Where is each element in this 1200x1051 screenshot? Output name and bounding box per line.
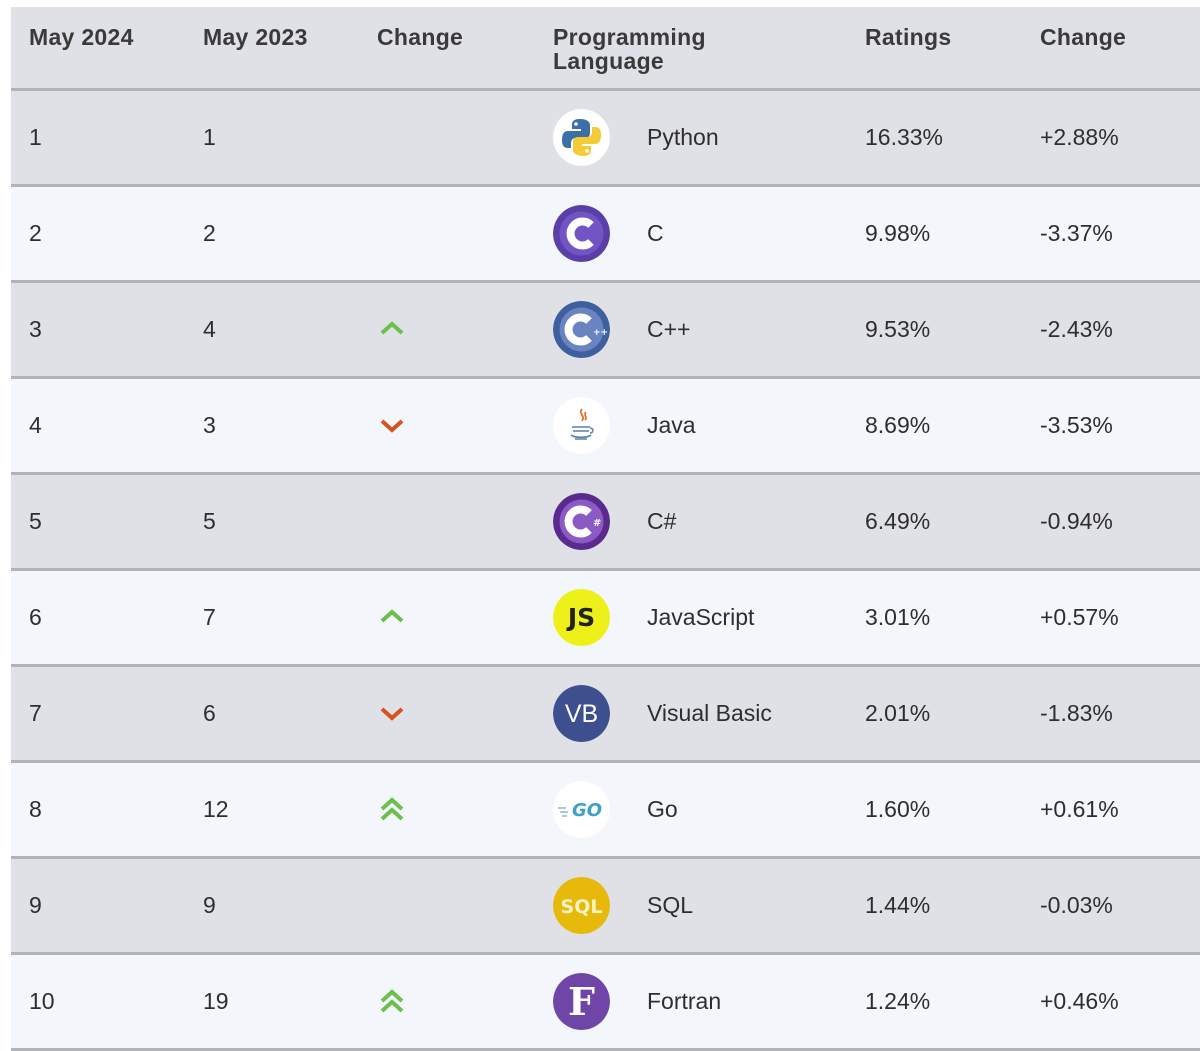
rank-may-2024: 10 — [29, 988, 55, 1014]
rating-change-value: +0.46% — [1040, 988, 1119, 1014]
rating-value: 16.33% — [865, 124, 944, 150]
fortran-logo-icon: F — [553, 973, 610, 1030]
rank-may-2023: 2 — [203, 220, 216, 246]
table-row[interactable]: 3 4 ++ C++ 9.53% -2.43% — [11, 283, 1200, 379]
rank-may-2024: 6 — [29, 604, 42, 630]
rating-value: 1.60% — [865, 796, 931, 822]
rank-down-icon — [380, 707, 404, 721]
java-logo-icon — [553, 397, 610, 454]
sql-logo-icon: SQL — [553, 877, 610, 934]
header-change[interactable]: Change — [377, 24, 464, 50]
header-ratings-change[interactable]: Change — [1040, 24, 1127, 50]
rank-may-2023: 19 — [203, 988, 229, 1014]
rating-value: 9.98% — [865, 220, 931, 246]
rank-may-2024: 3 — [29, 316, 42, 342]
header-language-line1: Programming — [553, 24, 706, 50]
rating-change-value: -2.43% — [1040, 316, 1113, 342]
language-name[interactable]: C# — [647, 508, 677, 534]
language-name[interactable]: Java — [647, 412, 696, 438]
visual-basic-logo-icon: VB — [553, 685, 610, 742]
table-row[interactable]: 1 1 Python 16.33% +2.88% — [11, 91, 1200, 187]
rank-may-2024: 8 — [29, 796, 42, 822]
vb-logo-text: VB — [565, 700, 598, 728]
rank-down-icon — [380, 419, 404, 433]
tiobe-ranking-table: May 2024 May 2023 Change Programming Lan… — [11, 7, 1200, 1051]
rank-may-2023: 9 — [203, 892, 216, 918]
rating-value: 2.01% — [865, 700, 931, 726]
rank-may-2023: 1 — [203, 124, 216, 150]
rank-may-2024: 7 — [29, 700, 42, 726]
rating-change-value: +0.57% — [1040, 604, 1119, 630]
header-may-2024[interactable]: May 2024 — [29, 24, 134, 50]
rank-may-2024: 2 — [29, 220, 42, 246]
table-row[interactable]: 4 3 Java 8.69% -3.53% — [11, 379, 1200, 475]
rating-change-value: +2.88% — [1040, 124, 1119, 150]
table-row[interactable]: 6 7 JS JavaScript 3.01% +0.57% — [11, 571, 1200, 667]
language-name[interactable]: Go — [647, 796, 678, 822]
rating-change-value: -3.37% — [1040, 220, 1113, 246]
header-may-2023[interactable]: May 2023 — [203, 24, 308, 50]
cpp-logo-icon: ++ — [553, 301, 610, 358]
language-name[interactable]: Visual Basic — [647, 700, 772, 726]
language-name[interactable]: Python — [647, 124, 719, 150]
go-logo-icon: GO — [553, 781, 610, 838]
rank-may-2024: 1 — [29, 124, 42, 150]
svg-text:#: # — [593, 518, 601, 529]
language-name[interactable]: Fortran — [647, 988, 722, 1014]
header-language-line2: Language — [553, 48, 665, 74]
rating-value: 1.24% — [865, 988, 931, 1014]
language-name[interactable]: SQL — [647, 892, 694, 918]
rank-up-icon — [380, 609, 404, 623]
rating-change-value: -0.94% — [1040, 508, 1113, 534]
table-row[interactable]: 7 6 VB Visual Basic 2.01% -1.83% — [11, 667, 1200, 763]
language-name[interactable]: JavaScript — [647, 604, 755, 630]
rating-value: 6.49% — [865, 508, 931, 534]
table-header: May 2024 May 2023 Change Programming Lan… — [11, 7, 1200, 91]
rating-value: 3.01% — [865, 604, 931, 630]
rank-up-icon — [380, 321, 404, 335]
rank-may-2024: 4 — [29, 412, 42, 438]
rating-change-value: -3.53% — [1040, 412, 1113, 438]
header-programming-language[interactable]: Programming Language — [553, 25, 706, 73]
rating-change-value: +0.61% — [1040, 796, 1119, 822]
language-name[interactable]: C++ — [647, 316, 691, 342]
svg-text:++: ++ — [593, 328, 608, 338]
table-body: 1 1 Python 16.33% +2.88% 2 2 C 9.98% -3.37% 3 4 ++ C+… — [11, 91, 1200, 1051]
c-logo-icon — [553, 205, 610, 262]
table-row[interactable]: 2 2 C 9.98% -3.37% — [11, 187, 1200, 283]
table-row[interactable]: 8 12 GO Go 1.60% +0.61% — [11, 763, 1200, 859]
sql-logo-text: SQL — [561, 896, 603, 918]
table-row[interactable]: 10 19 F Fortran 1.24% +0.46% — [11, 955, 1200, 1051]
fortran-logo-text: F — [568, 979, 595, 1024]
javascript-logo-icon: JS — [553, 589, 610, 646]
rating-value: 9.53% — [865, 316, 931, 342]
csharp-logo-icon: # — [553, 493, 610, 550]
rank-double-up-icon — [380, 989, 404, 1013]
go-logo-text: GO — [572, 800, 602, 821]
rank-may-2023: 3 — [203, 412, 216, 438]
rank-may-2023: 6 — [203, 700, 216, 726]
table-row[interactable]: 5 5 # C# 6.49% -0.94% — [11, 475, 1200, 571]
js-logo-text: JS — [566, 603, 595, 632]
python-logo-icon — [553, 109, 610, 166]
rank-may-2024: 5 — [29, 508, 42, 534]
rating-change-value: -1.83% — [1040, 700, 1113, 726]
header-ratings[interactable]: Ratings — [865, 24, 952, 50]
table-row[interactable]: 9 9 SQL SQL 1.44% -0.03% — [11, 859, 1200, 955]
rank-may-2024: 9 — [29, 892, 42, 918]
rank-may-2023: 5 — [203, 508, 216, 534]
rating-change-value: -0.03% — [1040, 892, 1113, 918]
rank-double-up-icon — [380, 797, 404, 821]
language-name[interactable]: C — [647, 220, 664, 246]
rank-may-2023: 7 — [203, 604, 216, 630]
rank-may-2023: 4 — [203, 316, 216, 342]
rating-value: 1.44% — [865, 892, 931, 918]
rating-value: 8.69% — [865, 412, 931, 438]
rank-may-2023: 12 — [203, 796, 229, 822]
